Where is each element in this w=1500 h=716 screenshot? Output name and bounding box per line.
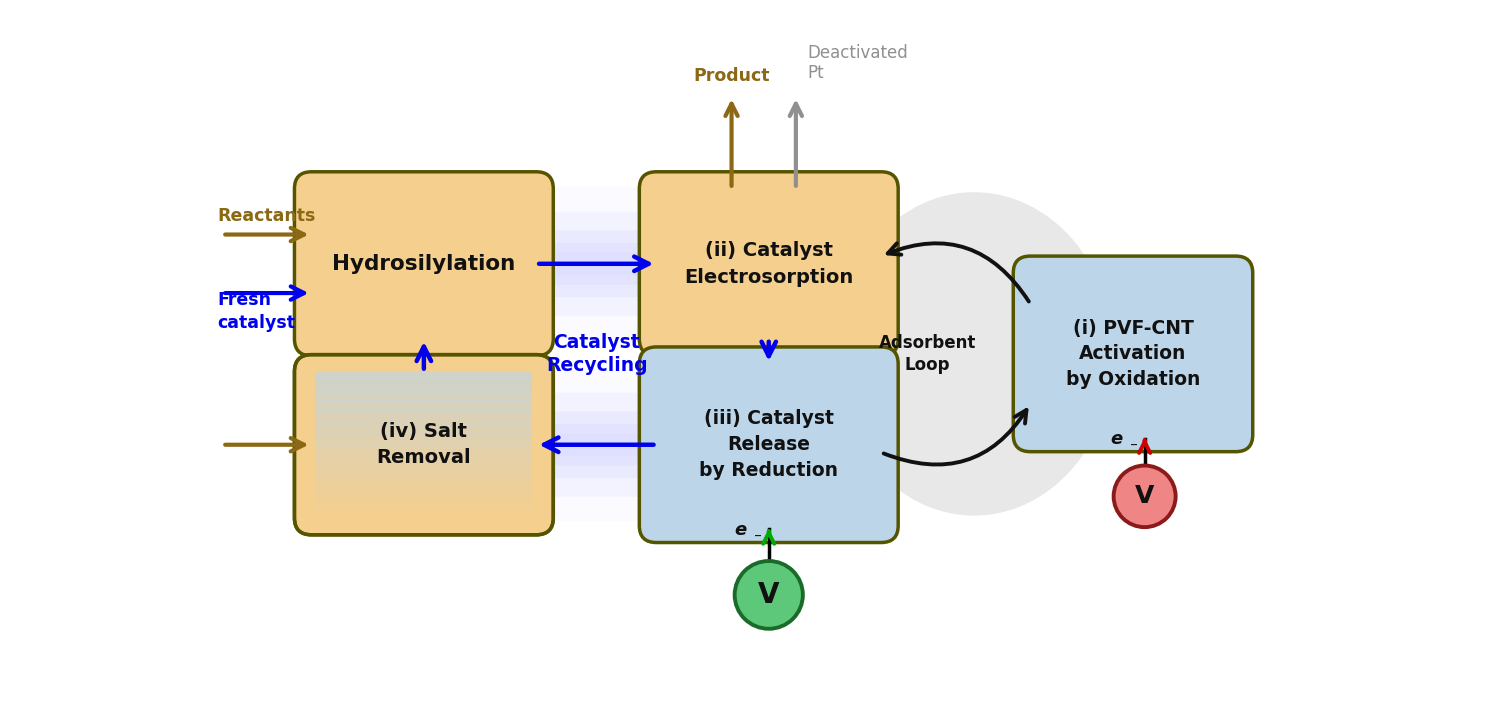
Bar <box>315 390 532 396</box>
Text: ⁻: ⁻ <box>754 532 762 547</box>
Circle shape <box>1113 465 1176 527</box>
FancyBboxPatch shape <box>294 354 554 535</box>
Bar <box>315 371 532 377</box>
Text: V: V <box>1136 484 1155 508</box>
FancyBboxPatch shape <box>294 172 554 356</box>
Text: Adsorbent
Loop: Adsorbent Loop <box>879 334 977 374</box>
Bar <box>315 395 532 401</box>
Text: Catalyst
Recycling: Catalyst Recycling <box>546 333 648 375</box>
Bar <box>315 483 532 488</box>
FancyBboxPatch shape <box>1014 256 1252 452</box>
Circle shape <box>735 561 802 629</box>
Bar <box>315 439 532 445</box>
Text: Product: Product <box>693 67 770 84</box>
Text: (iv) Salt
Removal: (iv) Salt Removal <box>376 422 471 467</box>
Text: ⁻: ⁻ <box>1130 441 1138 456</box>
Bar <box>315 405 532 410</box>
Bar <box>315 385 532 391</box>
Bar <box>315 454 532 460</box>
Text: Deactivated
Pt: Deactivated Pt <box>807 44 907 82</box>
Bar <box>315 473 532 479</box>
Bar <box>315 420 532 425</box>
Bar <box>315 493 532 498</box>
Bar <box>315 376 532 382</box>
Text: (ii) Catalyst
Electrosorption: (ii) Catalyst Electrosorption <box>684 241 853 286</box>
Text: Hydrosilylation: Hydrosilylation <box>333 253 516 274</box>
Text: (i) PVF-CNT
Activation
by Oxidation: (i) PVF-CNT Activation by Oxidation <box>1066 319 1200 389</box>
Bar <box>315 415 532 420</box>
Bar <box>315 503 532 508</box>
Bar <box>315 430 532 435</box>
Text: V: V <box>758 581 780 609</box>
Text: e: e <box>735 521 747 539</box>
Text: Fresh
catalyst: Fresh catalyst <box>217 291 296 332</box>
Bar <box>315 498 532 503</box>
Bar <box>315 468 532 474</box>
Text: Reactants: Reactants <box>217 207 315 225</box>
Bar <box>315 512 532 518</box>
Bar <box>315 381 532 386</box>
Bar <box>315 488 532 493</box>
Text: e: e <box>1110 430 1124 448</box>
Bar <box>315 459 532 464</box>
Bar <box>315 444 532 450</box>
FancyBboxPatch shape <box>639 347 898 543</box>
Bar <box>315 425 532 430</box>
Bar <box>315 508 532 513</box>
Text: (iii) Catalyst
Release
by Reduction: (iii) Catalyst Release by Reduction <box>699 410 838 480</box>
Bar <box>315 410 532 415</box>
Bar <box>315 478 532 484</box>
Bar <box>315 434 532 440</box>
Bar <box>315 463 532 469</box>
Bar <box>315 400 532 406</box>
Bar <box>315 449 532 455</box>
FancyBboxPatch shape <box>639 172 898 356</box>
Ellipse shape <box>834 192 1113 516</box>
